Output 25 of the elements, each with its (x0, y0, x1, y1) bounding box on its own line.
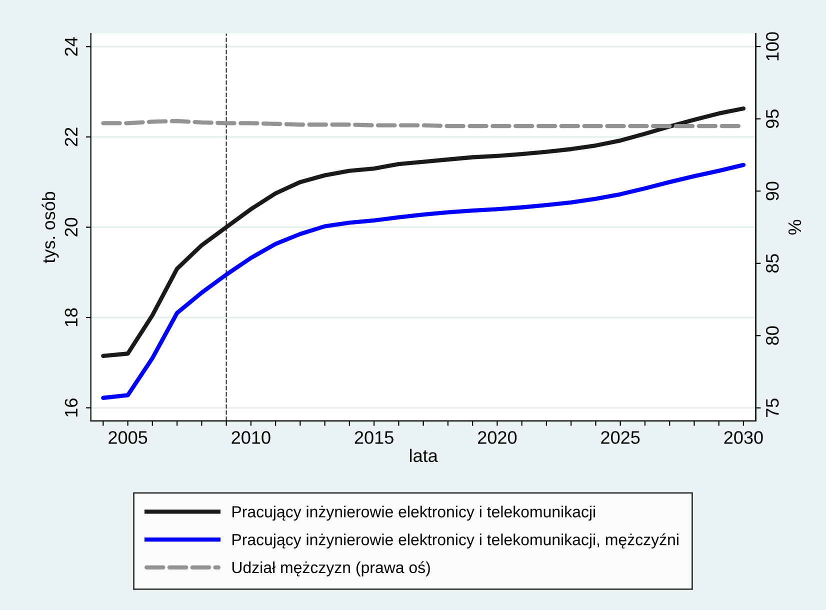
legend-label: Udział mężczyzn (prawa oś) (232, 561, 430, 576)
y-tick-label: 20 (64, 218, 78, 236)
y2-tick-label: 95 (766, 110, 779, 128)
x-axis-title: lata (410, 448, 438, 462)
x-tick-label: 2025 (601, 431, 640, 444)
y2-tick-label: 100 (766, 32, 779, 60)
legend-label: Pracujący inżynierowie elektronicy i telekomunikacji, mężczyźni (232, 533, 678, 548)
y-tick-label: 24 (64, 37, 78, 56)
x-tick-label: 2030 (724, 431, 763, 444)
y2-tick-label: 85 (766, 254, 779, 273)
x-tick-label: 2005 (108, 431, 148, 444)
legend-label: Pracujący inżynierowie elektronicy i telekomunikacji (232, 506, 595, 521)
y-tick-label: 22 (64, 128, 78, 146)
y-tick-label: 18 (64, 308, 78, 326)
y2-tick-label: 90 (766, 182, 779, 200)
line-series (101, 162, 746, 400)
y2-tick-label: 75 (766, 398, 779, 418)
line-series (101, 106, 746, 358)
y-tick-label: 16 (64, 398, 78, 416)
x-tick-label: 2010 (232, 431, 270, 444)
x-tick-label: 2020 (478, 431, 517, 444)
y2-axis-title: % (788, 220, 802, 235)
y2-tick-label: 80 (766, 326, 779, 345)
y-axis-title: tys. osób (42, 192, 59, 264)
x-tick-label: 2015 (354, 431, 394, 444)
